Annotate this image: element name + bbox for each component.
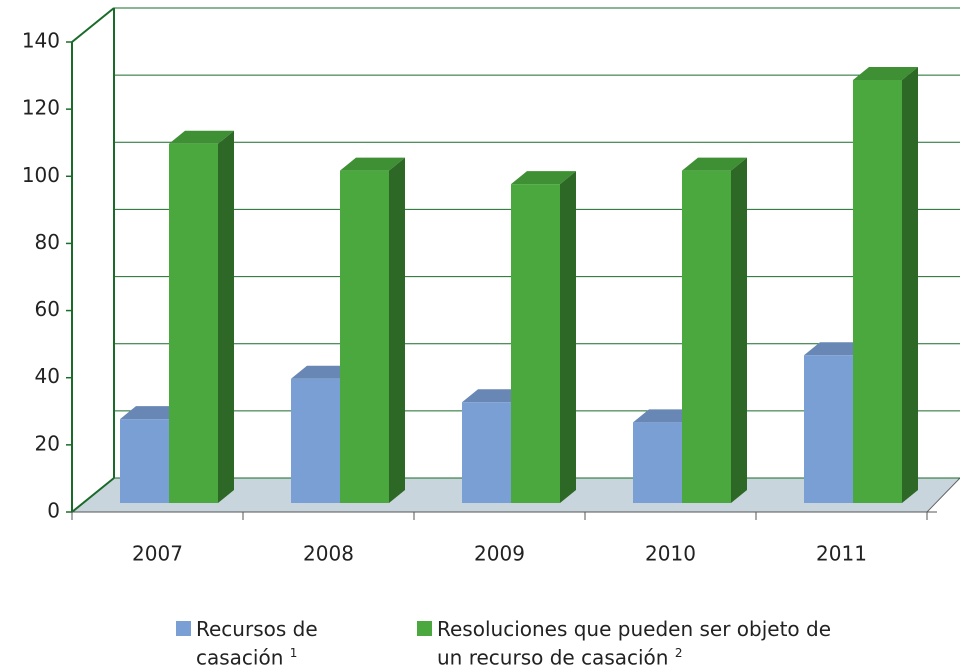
footnote: 2 bbox=[674, 646, 683, 660]
bar-top bbox=[633, 409, 698, 423]
bar-top bbox=[169, 130, 234, 144]
legend-label: Resoluciones que pueden ser objeto de un… bbox=[437, 617, 832, 670]
bar-front bbox=[511, 184, 560, 504]
y-tick-label: 140 bbox=[22, 29, 60, 53]
y-tick-label: 100 bbox=[22, 163, 60, 187]
bar-front bbox=[340, 170, 389, 503]
legend-swatch bbox=[176, 621, 191, 636]
bar-top bbox=[462, 389, 527, 403]
bar-top bbox=[340, 157, 405, 171]
bar bbox=[853, 67, 918, 503]
bar-top bbox=[682, 157, 747, 171]
y-tick-label: 120 bbox=[22, 96, 60, 120]
bar-side bbox=[731, 157, 747, 503]
y-tick-label: 0 bbox=[47, 499, 60, 523]
legend-swatch bbox=[417, 621, 432, 636]
bar bbox=[169, 130, 234, 504]
y-tick-label: 40 bbox=[35, 364, 60, 388]
bar-front bbox=[804, 355, 853, 503]
bar-top bbox=[291, 365, 356, 379]
bar-front bbox=[853, 80, 902, 503]
bar-side bbox=[218, 130, 234, 504]
x-tick-label: 2010 bbox=[645, 542, 696, 566]
y-tick-label: 80 bbox=[35, 230, 60, 254]
bar-top bbox=[804, 342, 869, 356]
wall-edge bbox=[71, 477, 115, 513]
bar bbox=[511, 171, 576, 504]
wall-edge bbox=[71, 7, 115, 43]
bar-top bbox=[853, 67, 918, 80]
y-tick-label: 20 bbox=[35, 431, 60, 455]
legend-item: Resoluciones que pueden ser objeto de un… bbox=[417, 617, 837, 670]
legend-label: Recursos de casación bbox=[196, 617, 318, 670]
bar-side bbox=[560, 171, 576, 504]
bar-front bbox=[291, 378, 340, 503]
bar bbox=[340, 157, 405, 503]
bar-top bbox=[511, 171, 576, 185]
x-tick-label: 2009 bbox=[474, 542, 525, 566]
bar-front bbox=[169, 143, 218, 504]
x-tick-label: 2011 bbox=[816, 542, 867, 566]
bar-front bbox=[682, 170, 731, 503]
bar-side bbox=[389, 157, 405, 503]
bar-front bbox=[633, 422, 682, 503]
x-tick-label: 2008 bbox=[303, 542, 354, 566]
x-tick-label: 2007 bbox=[132, 542, 183, 566]
legend-item: Recursos de casación 1 bbox=[176, 617, 346, 670]
bar-front bbox=[462, 402, 511, 503]
bar-front bbox=[120, 419, 169, 503]
bar-top bbox=[120, 406, 185, 420]
footnote: 1 bbox=[289, 646, 298, 660]
bar bbox=[682, 157, 747, 503]
bar-side bbox=[902, 67, 918, 503]
y-tick-label: 60 bbox=[35, 297, 60, 321]
